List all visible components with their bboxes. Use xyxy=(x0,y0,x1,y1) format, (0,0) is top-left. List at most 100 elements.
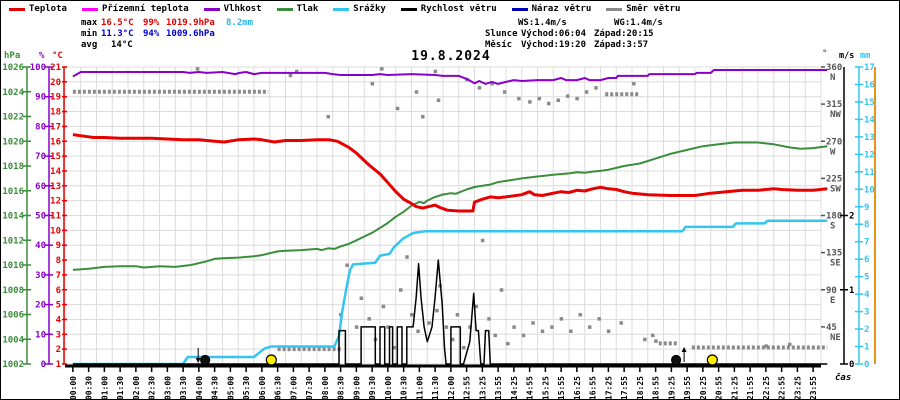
svg-text:11: 11 xyxy=(50,212,61,222)
svg-text:05:30: 05:30 xyxy=(242,376,251,400)
stat-min-hum: 94% xyxy=(143,29,160,39)
stat-max-temp: 16.5°C xyxy=(101,18,134,28)
svg-text:18: 18 xyxy=(50,108,61,118)
svg-text:W: W xyxy=(830,147,836,157)
svg-text:10: 10 xyxy=(35,330,46,340)
svg-text:13:55: 13:55 xyxy=(494,376,503,400)
svg-text:14: 14 xyxy=(864,115,875,125)
svg-text:13:25: 13:25 xyxy=(478,376,487,400)
stat-avg-temp: 14°C xyxy=(111,40,133,50)
svg-text:7: 7 xyxy=(864,238,869,248)
svg-text:SE: SE xyxy=(830,259,841,269)
stat-max-rain: 8.2mm xyxy=(226,18,254,28)
svg-text:19:55: 19:55 xyxy=(683,376,692,400)
svg-text:04:30: 04:30 xyxy=(211,376,220,400)
svg-text:05:00: 05:00 xyxy=(226,376,235,400)
svg-text:mm: mm xyxy=(860,51,870,61)
svg-text:12:00: 12:00 xyxy=(447,376,456,400)
svg-text:2: 2 xyxy=(56,345,61,355)
right-axes: 360N315NW270W225SW180S135SE90E45NE°210m/… xyxy=(821,49,875,370)
svg-text:0: 0 xyxy=(41,360,46,370)
series-sr-ky xyxy=(72,219,828,366)
svg-text:1018: 1018 xyxy=(2,162,24,172)
svg-text:18:25: 18:25 xyxy=(636,376,645,400)
svg-text:16: 16 xyxy=(50,137,61,147)
series-vlhkost xyxy=(72,69,828,85)
legend-item-2: Přízemní teplota xyxy=(81,4,189,14)
legend-swatch xyxy=(606,7,623,11)
svg-text:70: 70 xyxy=(35,152,46,162)
svg-text:10: 10 xyxy=(50,226,61,236)
svg-text:22:55: 22:55 xyxy=(778,376,787,400)
svg-text:22:25: 22:25 xyxy=(762,376,771,400)
sun-label: Slunce xyxy=(485,29,518,39)
sun-moon-markers xyxy=(195,347,718,366)
svg-text:02:30: 02:30 xyxy=(148,376,157,400)
svg-text:10: 10 xyxy=(864,185,875,195)
svg-text:1: 1 xyxy=(56,360,61,370)
legend-label: Směr větru xyxy=(626,4,681,14)
svg-text:9: 9 xyxy=(864,203,869,213)
svg-text:8: 8 xyxy=(864,220,869,230)
svg-text:17:25: 17:25 xyxy=(604,376,613,400)
svg-text:9: 9 xyxy=(56,241,61,251)
svg-text:2: 2 xyxy=(849,212,854,222)
svg-text:50: 50 xyxy=(35,212,46,222)
svg-text:00:00: 00:00 xyxy=(69,376,78,400)
svg-text:45: 45 xyxy=(826,323,837,333)
svg-text:21:55: 21:55 xyxy=(746,376,755,400)
svg-text:1010: 1010 xyxy=(2,261,24,271)
stat-avg-label: avg xyxy=(81,40,98,50)
svg-text:225: 225 xyxy=(826,174,842,184)
legend-label: Vlhkost xyxy=(223,4,262,14)
svg-text:00:30: 00:30 xyxy=(85,376,94,400)
svg-text:09:30: 09:30 xyxy=(368,376,377,400)
svg-text:12: 12 xyxy=(50,197,61,207)
svg-text:17: 17 xyxy=(50,122,61,132)
sun-set-time: Západ:20:15 xyxy=(594,29,654,39)
svg-text:30: 30 xyxy=(35,271,46,281)
svg-text:90: 90 xyxy=(826,286,837,296)
svg-text:07:00: 07:00 xyxy=(289,376,298,400)
svg-text:100: 100 xyxy=(30,63,46,73)
legend-label: Tlak xyxy=(296,4,319,14)
svg-text:14:25: 14:25 xyxy=(510,376,519,400)
x-axis-title: čas xyxy=(835,373,852,383)
sun-rise-time: Východ:06:04 xyxy=(521,29,587,39)
svg-text:N: N xyxy=(830,73,835,83)
svg-text:06:00: 06:00 xyxy=(258,376,267,400)
svg-text:20:55: 20:55 xyxy=(715,376,724,400)
sun-rise-marker xyxy=(265,354,277,366)
left-axes: 1026102410221020101810161014101210101008… xyxy=(2,51,67,370)
svg-text:20: 20 xyxy=(35,301,46,311)
legend-item-6: Rychlost větru xyxy=(400,4,497,14)
legend-swatch xyxy=(9,7,25,11)
moon-set-time: Západ:3:57 xyxy=(594,40,649,50)
svg-text:60: 60 xyxy=(35,182,46,192)
moon-label: Měsíc xyxy=(485,40,513,50)
x-axis: 00:00 00:30 01:00 01:30 02:00 02:30 03:00 03:30… xyxy=(65,364,821,400)
legend-label: Přízemní teplota xyxy=(101,4,189,14)
moon-set-marker xyxy=(200,354,211,366)
stat-wind-gust: WG:1.4m/s xyxy=(614,18,663,28)
svg-text:1: 1 xyxy=(849,286,854,296)
svg-text:NE: NE xyxy=(830,333,841,343)
svg-text:13: 13 xyxy=(864,133,875,143)
svg-text:3: 3 xyxy=(56,330,61,340)
series-teplota xyxy=(72,133,828,213)
svg-text:%: % xyxy=(39,51,45,61)
svg-text:09:00: 09:00 xyxy=(352,376,361,400)
svg-text:7: 7 xyxy=(56,271,61,281)
legend-label: Náraz větru xyxy=(531,4,592,14)
legend: Teplota Přízemní teplota Vlhkost Tlak Srážky… xyxy=(9,4,680,14)
stat-wind-speed: WS:1.4m/s xyxy=(518,18,567,28)
svg-text:08:00: 08:00 xyxy=(321,376,330,400)
svg-text:SW: SW xyxy=(830,184,841,194)
svg-text:4: 4 xyxy=(864,290,870,300)
svg-text:1016: 1016 xyxy=(2,187,24,197)
svg-text:12: 12 xyxy=(864,150,875,160)
legend-label: Rychlost větru xyxy=(420,4,497,14)
svg-text:0: 0 xyxy=(849,360,854,370)
